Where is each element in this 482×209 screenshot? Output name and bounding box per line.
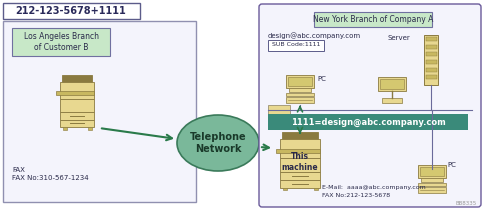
FancyBboxPatch shape [426, 45, 437, 48]
FancyBboxPatch shape [418, 166, 446, 178]
Text: This
machine: This machine [281, 152, 318, 172]
FancyBboxPatch shape [424, 35, 438, 85]
Text: Telephone
Network: Telephone Network [190, 132, 246, 154]
FancyBboxPatch shape [283, 188, 287, 190]
Text: Server: Server [387, 35, 410, 41]
FancyBboxPatch shape [286, 97, 314, 103]
FancyBboxPatch shape [288, 78, 312, 86]
Text: PC: PC [447, 162, 456, 168]
FancyBboxPatch shape [378, 77, 406, 91]
FancyBboxPatch shape [420, 167, 444, 176]
Text: SUB Code:1111: SUB Code:1111 [272, 42, 320, 47]
FancyBboxPatch shape [426, 75, 437, 79]
FancyBboxPatch shape [418, 182, 446, 186]
FancyBboxPatch shape [426, 52, 437, 56]
FancyBboxPatch shape [280, 172, 320, 180]
FancyBboxPatch shape [426, 68, 437, 71]
FancyBboxPatch shape [63, 127, 67, 130]
FancyBboxPatch shape [426, 37, 437, 41]
FancyBboxPatch shape [268, 40, 324, 51]
Text: FAX No:212-123-5678: FAX No:212-123-5678 [322, 193, 390, 198]
FancyBboxPatch shape [421, 178, 443, 182]
FancyBboxPatch shape [60, 112, 94, 120]
FancyBboxPatch shape [382, 98, 402, 103]
FancyBboxPatch shape [60, 99, 94, 112]
Text: design@abc.company.com: design@abc.company.com [268, 32, 361, 39]
FancyBboxPatch shape [276, 149, 320, 153]
FancyBboxPatch shape [268, 114, 468, 130]
Text: PC: PC [317, 76, 326, 82]
FancyBboxPatch shape [380, 79, 404, 89]
FancyBboxPatch shape [286, 75, 314, 88]
FancyBboxPatch shape [280, 180, 320, 188]
FancyBboxPatch shape [426, 60, 437, 64]
Text: New York Branch of Company A: New York Branch of Company A [313, 14, 433, 23]
FancyBboxPatch shape [62, 75, 92, 82]
FancyBboxPatch shape [259, 4, 481, 207]
FancyBboxPatch shape [282, 132, 318, 139]
FancyBboxPatch shape [418, 187, 446, 194]
Text: 212-123-5678+1111: 212-123-5678+1111 [15, 6, 126, 16]
FancyBboxPatch shape [314, 12, 432, 27]
Text: 1111=design@abc.company.com: 1111=design@abc.company.com [291, 117, 445, 127]
FancyBboxPatch shape [56, 91, 94, 95]
Text: E-Mail:  aaaa@abc.company.com: E-Mail: aaaa@abc.company.com [322, 185, 426, 190]
Text: BB8335: BB8335 [456, 201, 477, 206]
Ellipse shape [177, 115, 259, 171]
FancyBboxPatch shape [280, 158, 320, 172]
FancyBboxPatch shape [12, 28, 110, 56]
Text: FAX
FAX No:310-567-1234: FAX FAX No:310-567-1234 [12, 167, 89, 181]
FancyBboxPatch shape [314, 188, 318, 190]
FancyBboxPatch shape [60, 82, 94, 99]
FancyBboxPatch shape [280, 139, 320, 158]
FancyBboxPatch shape [3, 21, 196, 202]
FancyBboxPatch shape [268, 105, 290, 114]
Text: Los Angeles Branch
of Customer B: Los Angeles Branch of Customer B [24, 32, 98, 52]
FancyBboxPatch shape [60, 120, 94, 127]
FancyBboxPatch shape [3, 3, 140, 19]
FancyBboxPatch shape [88, 127, 92, 130]
FancyBboxPatch shape [289, 88, 311, 92]
FancyBboxPatch shape [286, 93, 314, 96]
